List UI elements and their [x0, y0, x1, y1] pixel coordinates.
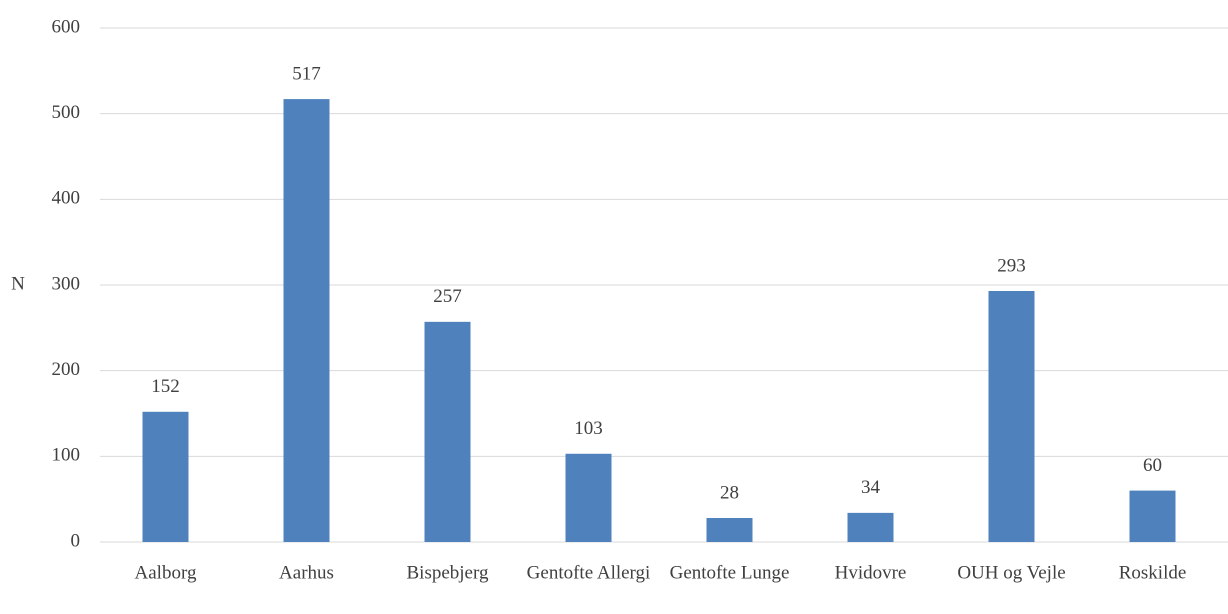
- y-tick-label: 500: [52, 102, 81, 123]
- y-tick-label: 600: [52, 16, 81, 37]
- data-label: 34: [861, 477, 881, 498]
- bar: [565, 453, 612, 542]
- data-label: 517: [292, 63, 321, 84]
- x-tick-label: Gentofte Allergi: [527, 562, 651, 583]
- bar: [1129, 490, 1176, 542]
- bar: [847, 512, 894, 542]
- y-tick-label: 0: [71, 530, 81, 551]
- x-tick-label: Aalborg: [135, 562, 197, 583]
- y-tick-label: 400: [52, 188, 81, 209]
- x-tick-label: Hvidovre: [835, 562, 907, 583]
- data-label: 28: [720, 482, 739, 503]
- x-tick-label: Gentofte Lunge: [670, 562, 790, 583]
- bar: [424, 321, 471, 542]
- bar: [706, 518, 753, 542]
- y-axis-label: N: [11, 273, 25, 294]
- x-tick-label: Roskilde: [1119, 562, 1187, 583]
- x-tick-label: OUH og Vejle: [957, 562, 1065, 583]
- data-label: 152: [151, 376, 180, 397]
- y-tick-label: 300: [52, 273, 81, 294]
- bar: [988, 290, 1035, 542]
- x-tick-label: Bispebjerg: [407, 562, 489, 583]
- data-label: 60: [1143, 455, 1162, 476]
- data-label: 293: [997, 255, 1026, 276]
- y-tick-label: 100: [52, 445, 81, 466]
- y-tick-label: 200: [52, 359, 81, 380]
- bar: [142, 411, 189, 542]
- data-label: 103: [574, 418, 603, 439]
- bar: [283, 99, 330, 542]
- x-tick-label: Aarhus: [279, 562, 334, 583]
- data-label: 257: [433, 286, 462, 307]
